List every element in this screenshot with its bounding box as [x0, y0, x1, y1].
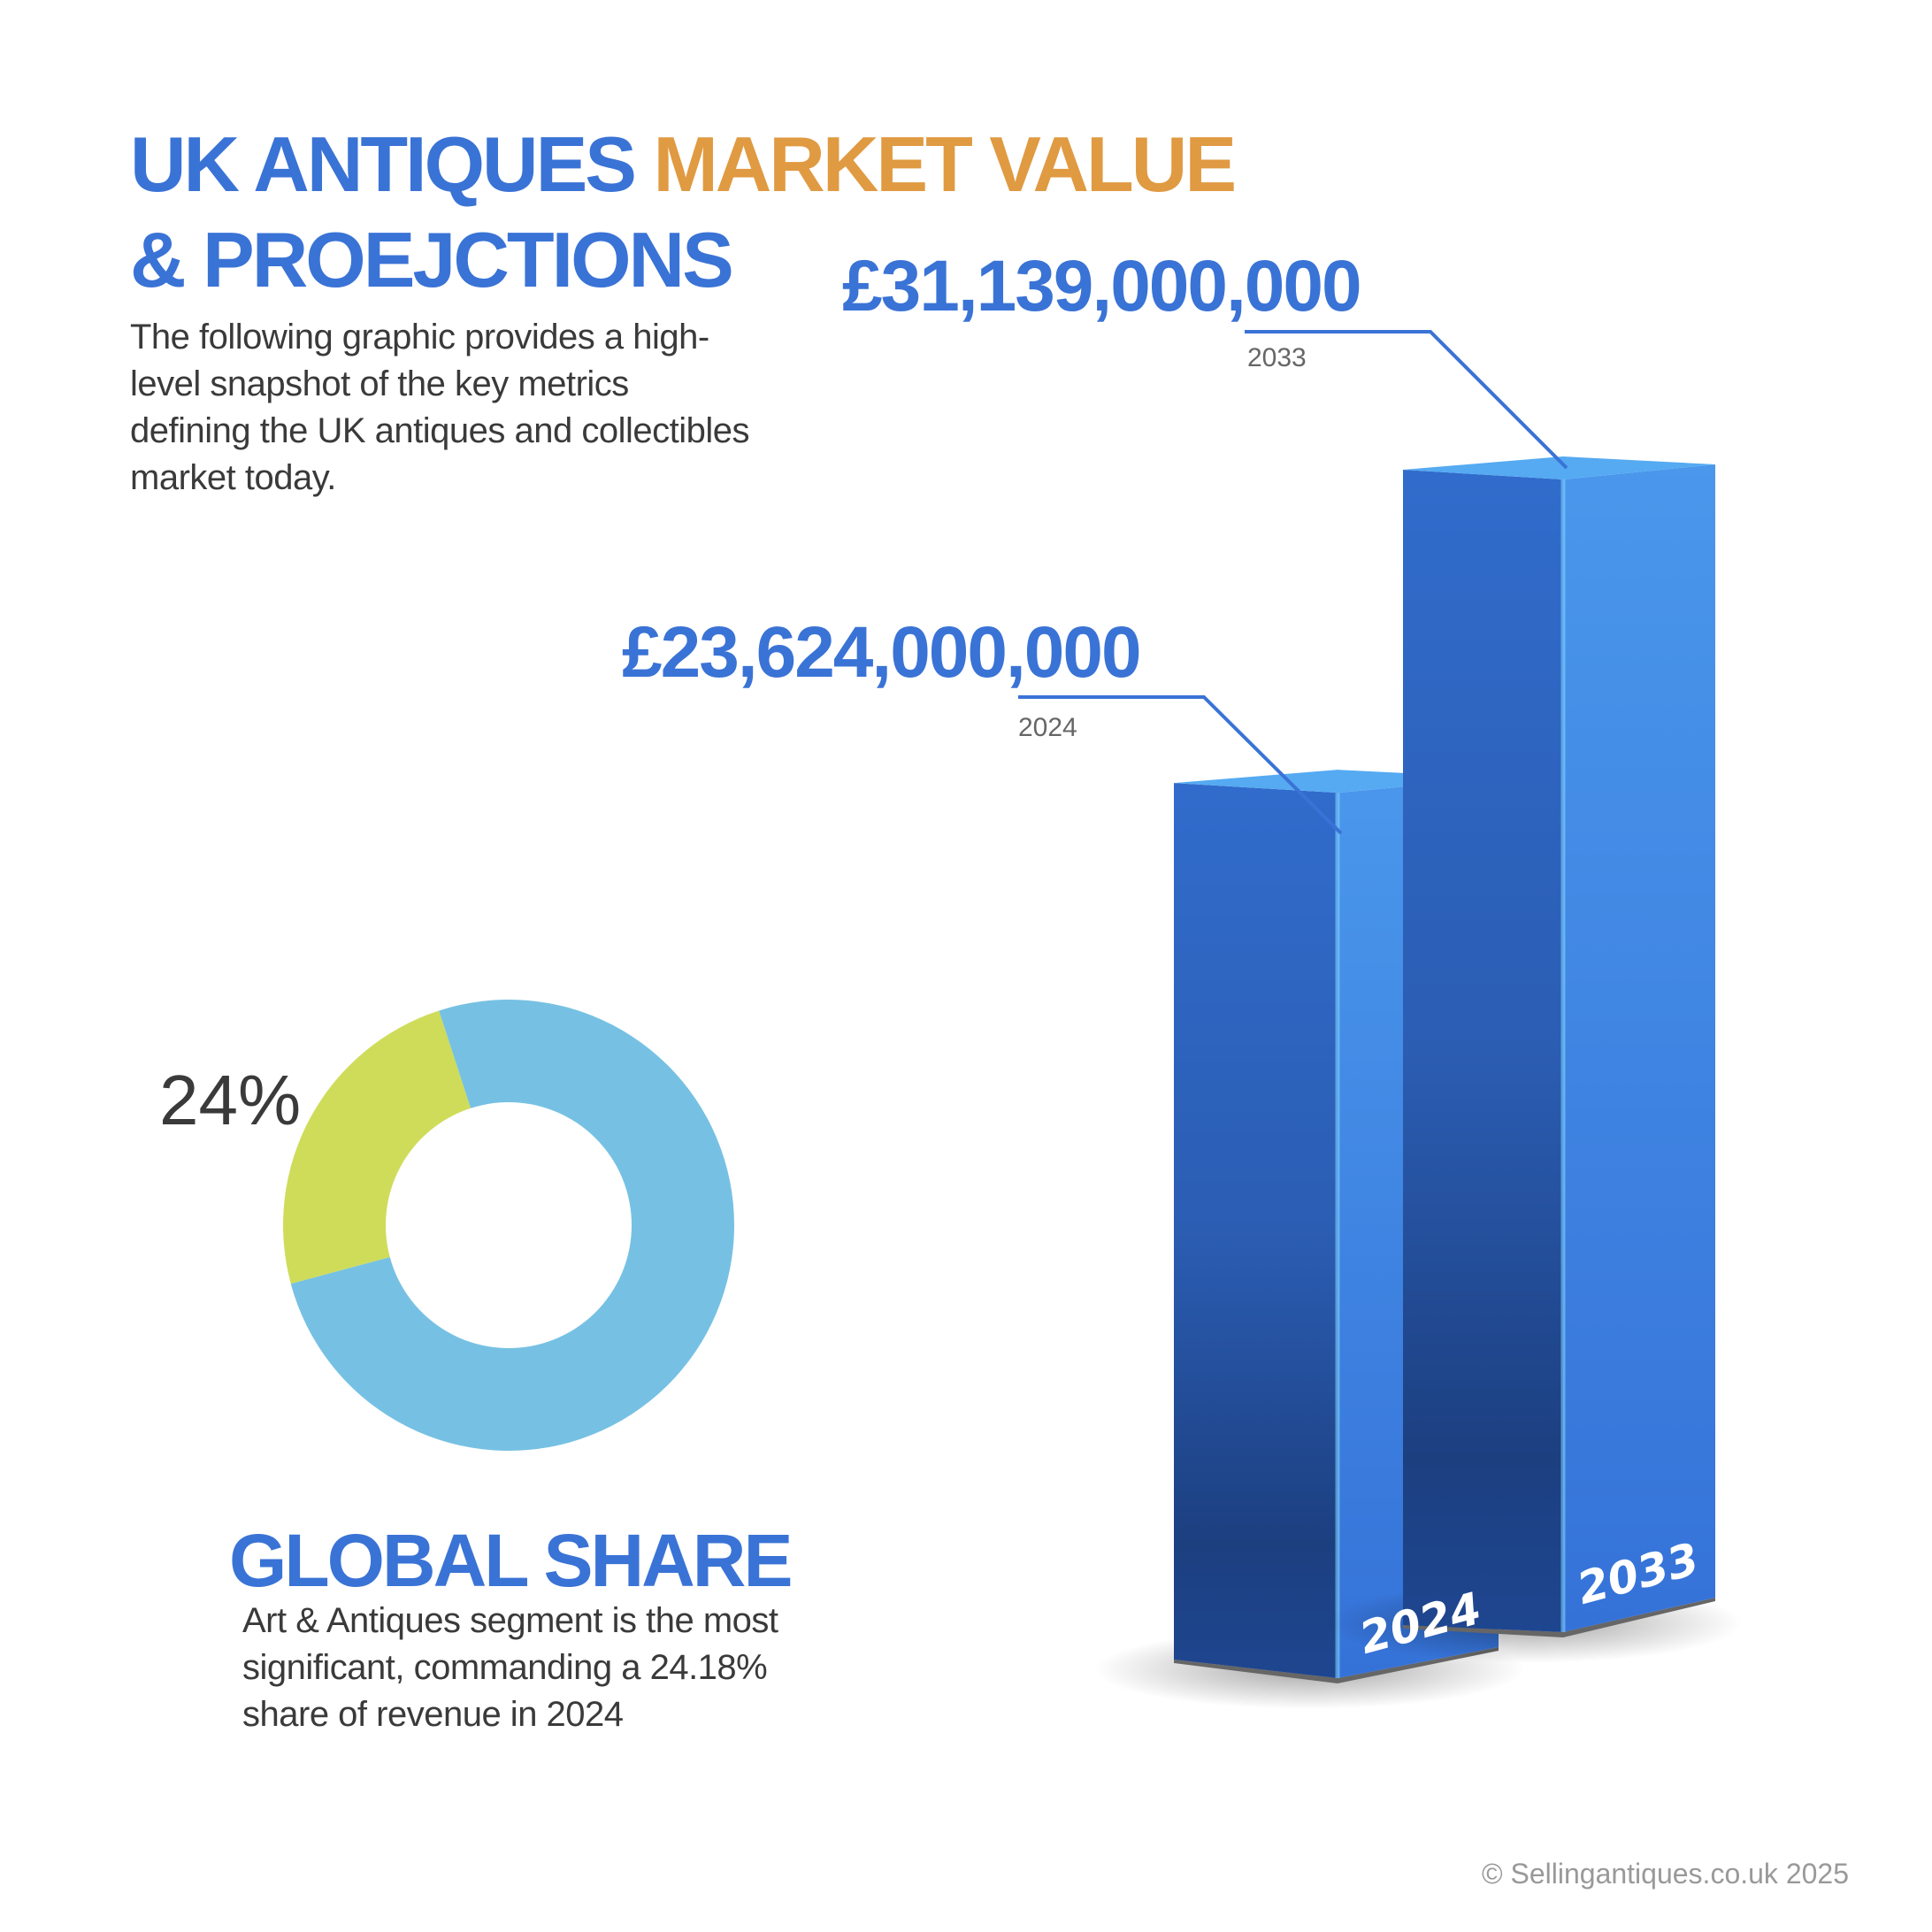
- footer-copyright: © Sellingantiques.co.uk 2025: [1482, 1858, 1849, 1890]
- bar-top-face: [1403, 456, 1715, 479]
- donut-slice-0: [282, 1010, 472, 1284]
- bar-left-face: [1174, 783, 1338, 1678]
- bar-left-face: [1403, 470, 1563, 1632]
- bar-2033: [1323, 456, 1742, 1663]
- title-line-1: UK ANTIQUES MARKET VALUE: [130, 126, 1237, 203]
- year-caption-2024: 2024: [1018, 713, 1077, 742]
- global-share-caption: Art & Antiques segment is the most signi…: [242, 1601, 778, 1734]
- description: The following graphic provides a high-le…: [130, 318, 749, 497]
- donut-slice-1: [290, 1000, 734, 1451]
- title-part-1: UK ANTIQUES: [130, 120, 654, 208]
- bar-right-face: [1563, 464, 1715, 1632]
- leader-line-2033: [1245, 330, 1568, 470]
- leader-line-2024: [1018, 695, 1343, 835]
- donut-percent-label: 24%: [159, 1061, 302, 1139]
- value-label-2033: £31,139,000,000: [842, 246, 1362, 326]
- title-part-2: MARKET VALUE: [653, 120, 1237, 208]
- value-label-2024: £23,624,000,000: [622, 612, 1142, 693]
- global-share-title: GLOBAL SHARE: [229, 1519, 793, 1602]
- year-caption-2033: 2033: [1247, 343, 1307, 372]
- title-line-2: & PROEJCTIONS: [130, 216, 734, 303]
